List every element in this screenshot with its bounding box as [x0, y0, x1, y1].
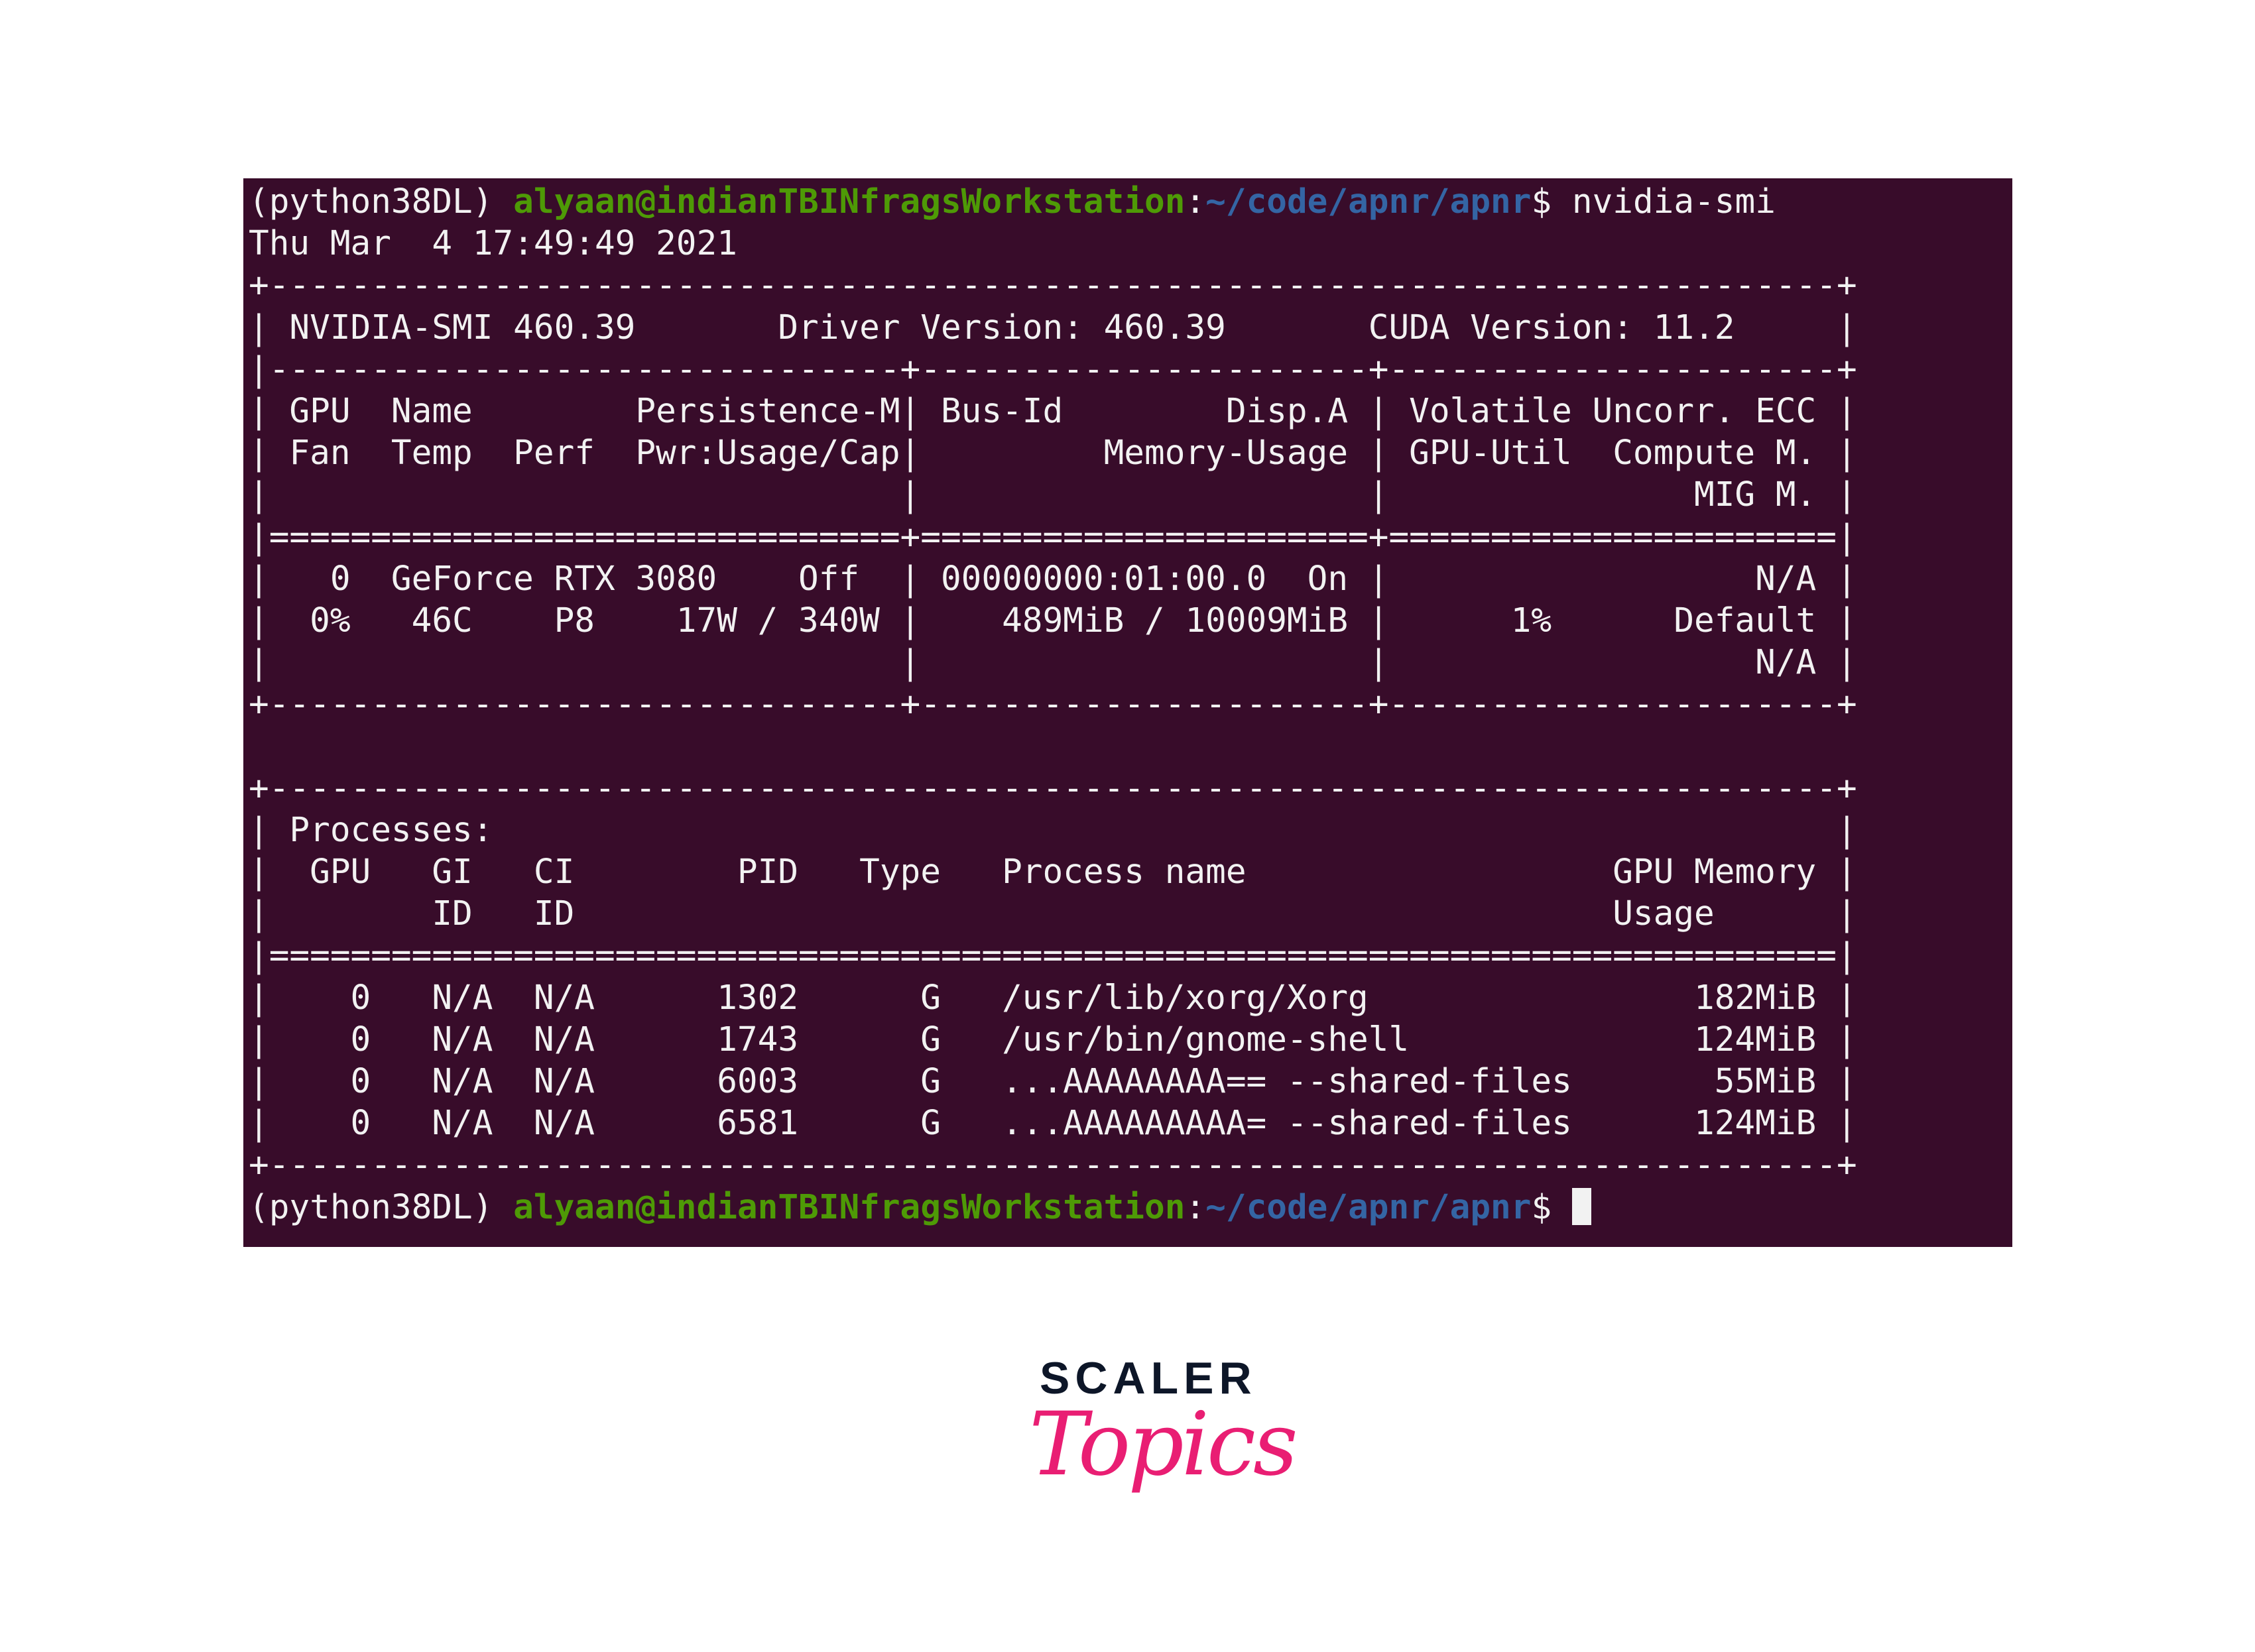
gpu-table-line: | | | N/A | — [249, 643, 1857, 683]
process-table-line: +---------------------------------------… — [249, 1146, 1857, 1185]
active-prompt-line[interactable]: (python38DL) alyaan@indianTBINfragsWorks… — [249, 1187, 2012, 1228]
gpu-table-line: | | | MIG M. | — [249, 475, 1857, 515]
gpu-table-line: | 0% 46C P8 17W / 340W | 489MiB / 10009M… — [249, 601, 1857, 640]
process-table-line: | ID ID Usage | — [249, 894, 1857, 934]
logo-brand-text: SCALER — [1040, 1353, 1257, 1403]
timestamp: Thu Mar 4 17:49:49 2021 — [249, 224, 737, 264]
text-cursor — [1571, 1187, 1591, 1225]
prompt-dollar: $ — [1531, 1187, 1572, 1227]
terminal-window[interactable]: (python38DL) alyaan@indianTBINfragsWorks… — [243, 178, 2012, 1247]
prompt-line: (python38DL) alyaan@indianTBINfragsWorks… — [249, 181, 2012, 223]
gpu-table-line: |===============================+=======… — [249, 517, 1857, 557]
scaler-topics-logo: SCALER Topics — [1021, 1352, 1298, 1525]
prompt-path: ~/code/apnr/apnr — [1205, 182, 1532, 221]
process-table-line: |=======================================… — [249, 936, 1857, 976]
gpu-table-line: | Fan Temp Perf Pwr:Usage/Cap| Memory-Us… — [249, 434, 1857, 473]
process-table-line: | 0 N/A N/A 1302 G /usr/lib/xorg/Xorg 18… — [249, 978, 1857, 1018]
prompt-user-host: alyaan@indianTBINfragsWorkstation — [513, 182, 1186, 221]
prompt-env: (python38DL) — [249, 182, 514, 221]
process-table: +---------------------------------------… — [249, 768, 2012, 1187]
gpu-table-line: | 0 GeForce RTX 3080 Off | 00000000:01:0… — [249, 559, 1857, 599]
gpu-table: +---------------------------------------… — [249, 265, 2012, 725]
gpu-table-line: |-------------------------------+-------… — [249, 349, 1857, 389]
gpu-table-line: | NVIDIA-SMI 460.39 Driver Version: 460.… — [249, 308, 1857, 347]
process-table-line: | GPU GI CI PID Type Process name GPU Me… — [249, 853, 1857, 892]
command-text: nvidia-smi — [1571, 182, 1776, 221]
prompt-env: (python38DL) — [249, 1187, 514, 1227]
prompt-colon: : — [1185, 1187, 1206, 1227]
prompt-user-host: alyaan@indianTBINfragsWorkstation — [513, 1187, 1186, 1227]
process-table-line: +---------------------------------------… — [249, 768, 1857, 808]
gpu-table-line: +---------------------------------------… — [249, 266, 1857, 306]
prompt-dollar: $ — [1531, 182, 1572, 221]
process-table-line: | 0 N/A N/A 1743 G /usr/bin/gnome-shell … — [249, 1020, 1857, 1059]
prompt-path: ~/code/apnr/apnr — [1205, 1187, 1532, 1227]
process-table-line: | 0 N/A N/A 6581 G ...AAAAAAAAA= --share… — [249, 1104, 1857, 1144]
process-table-line: | 0 N/A N/A 6003 G ...AAAAAAAA== --share… — [249, 1061, 1857, 1101]
blank-line — [249, 725, 2012, 767]
prompt-colon: : — [1185, 182, 1206, 221]
gpu-table-line: | GPU Name Persistence-M| Bus-Id Disp.A … — [249, 391, 1857, 431]
gpu-table-line: +-------------------------------+-------… — [249, 685, 1857, 725]
logo-product-text: Topics — [1029, 1393, 1298, 1496]
process-table-line: | Processes: | — [249, 810, 1857, 850]
